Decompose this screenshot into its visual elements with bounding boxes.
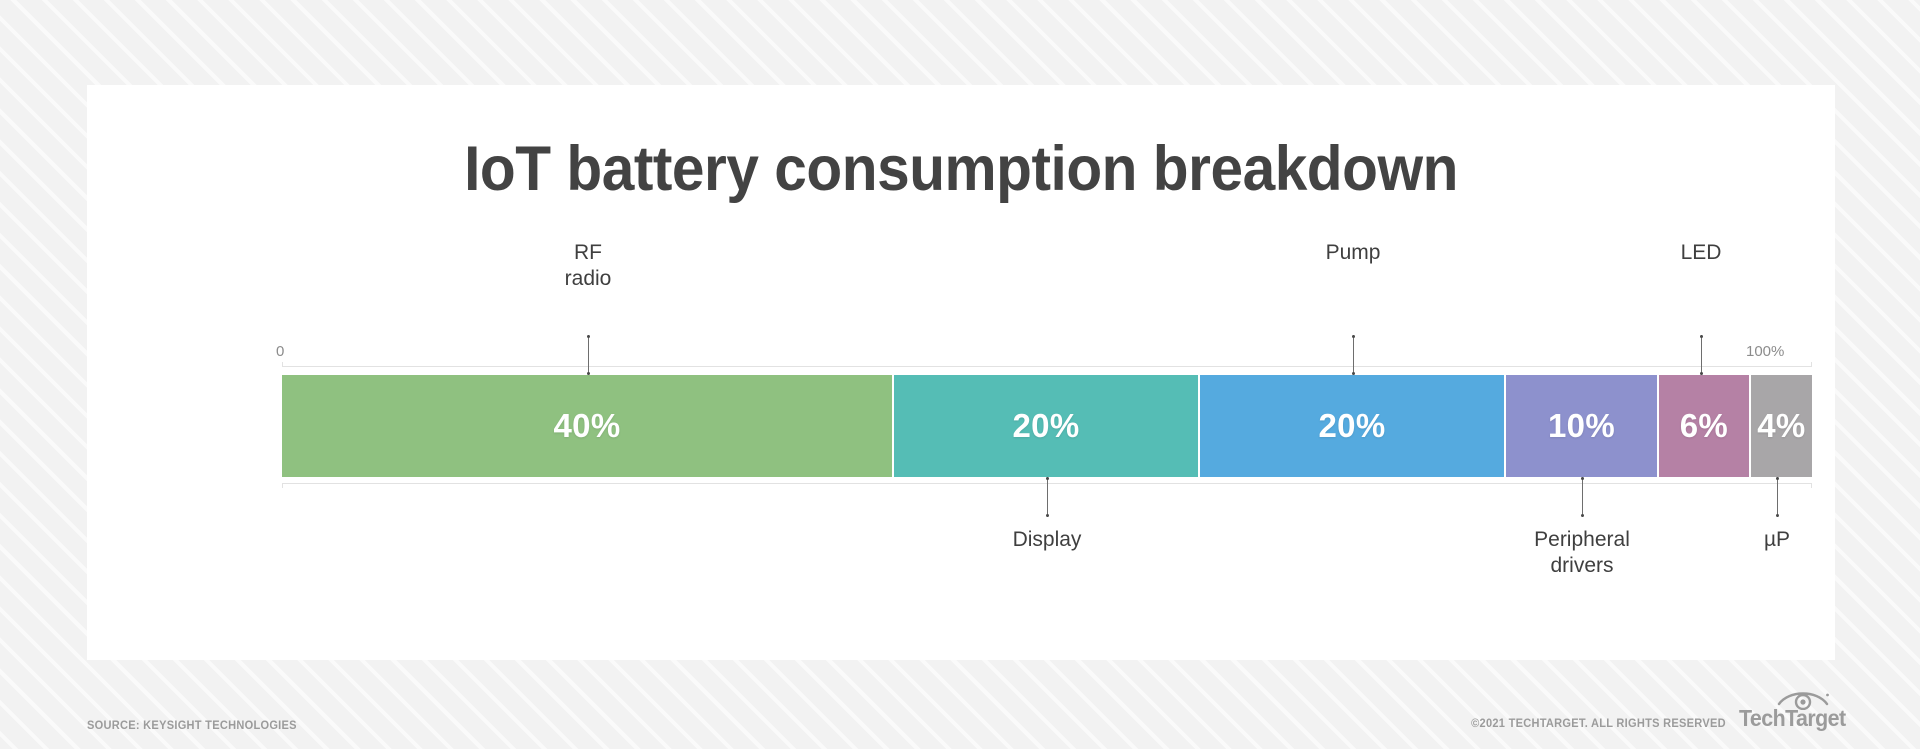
bar-segment-value: 40% (553, 407, 621, 444)
callout-leader-line (1776, 477, 1779, 517)
bar-segment-rf-radio[interactable]: 40% (282, 375, 894, 477)
axis-cap-top-right (1811, 362, 1812, 367)
callout-label: Pump (1325, 241, 1381, 264)
techtarget-logo: TechTarget (1739, 688, 1846, 732)
chart-card: IoT battery consumption breakdown 0 100%… (87, 85, 1835, 660)
callout-leader-line (1352, 335, 1355, 375)
bar-segment-display[interactable]: 20% (894, 375, 1200, 477)
callout-label: RF radio (564, 241, 612, 290)
bar-segment-value: 20% (1318, 407, 1386, 444)
callout-leader-line (1581, 477, 1584, 517)
callout-leader-line (1046, 477, 1049, 517)
stacked-bar: 40% 20% 20% 10% 6% 4% (282, 375, 1812, 477)
copyright-notice: ©2021 TECHTARGET. ALL RIGHTS RESERVED (1471, 716, 1726, 730)
bar-segment-peripheral-drivers[interactable]: 10% (1506, 375, 1659, 477)
bar-segment-value: 20% (1012, 407, 1080, 444)
bar-segment-value: 4% (1757, 407, 1806, 444)
stacked-bar-chart: 0 100% 40% 20% 20% 10% 6% 4% RF radi (87, 85, 1835, 660)
page-title: IoT battery consumption breakdown (464, 134, 1458, 204)
callout-label: Peripheral drivers (1534, 528, 1630, 577)
axis-cap-top-left (282, 362, 283, 367)
bar-segment-micro-p[interactable]: 4% (1750, 375, 1812, 477)
bar-segment-pump[interactable]: 20% (1200, 375, 1506, 477)
callout-label: LED (1680, 241, 1722, 264)
eye-icon (1777, 688, 1829, 715)
logo-wordmark: TechTarget (1739, 705, 1846, 731)
axis-rule-top (282, 366, 1812, 367)
callout-leader-line (587, 335, 590, 375)
source-credit: SOURCE: KEYSIGHT TECHNOLOGIES (87, 718, 297, 732)
bar-segment-led[interactable]: 6% (1659, 375, 1751, 477)
axis-start-label: 0 (276, 343, 285, 360)
axis-cap-bottom-right (1811, 483, 1812, 488)
callout-leader-line (1700, 335, 1703, 375)
axis-end-label: 100% (1746, 343, 1785, 360)
axis-cap-bottom-left (282, 483, 283, 488)
callout-label: µP (1763, 528, 1791, 551)
bar-segment-value: 10% (1548, 407, 1615, 444)
footer-right: ©2021 TECHTARGET. ALL RIGHTS RESERVED Te… (1449, 688, 1846, 732)
callout-label: Display (1012, 528, 1082, 551)
bar-segment-value: 6% (1679, 407, 1729, 444)
